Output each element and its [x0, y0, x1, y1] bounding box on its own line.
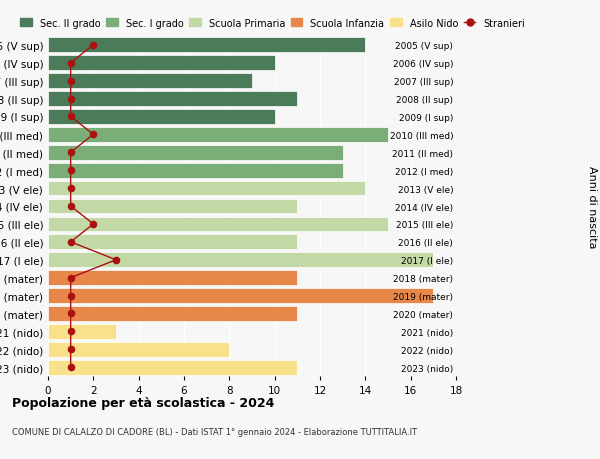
- Bar: [48, 217, 388, 232]
- Point: [66, 149, 76, 157]
- Bar: [48, 181, 365, 196]
- Point: [66, 364, 76, 371]
- Point: [66, 60, 76, 67]
- Point: [66, 346, 76, 353]
- Point: [66, 292, 76, 300]
- Bar: [48, 74, 252, 89]
- Bar: [48, 307, 298, 321]
- Point: [66, 239, 76, 246]
- Bar: [48, 342, 229, 357]
- Text: Anni di nascita: Anni di nascita: [587, 165, 597, 248]
- Point: [89, 42, 98, 49]
- Bar: [48, 253, 433, 268]
- Point: [66, 203, 76, 210]
- Bar: [48, 39, 365, 53]
- Legend: Sec. II grado, Sec. I grado, Scuola Primaria, Scuola Infanzia, Asilo Nido, Stran: Sec. II grado, Sec. I grado, Scuola Prim…: [20, 18, 525, 28]
- Point: [111, 257, 121, 264]
- Bar: [48, 128, 388, 142]
- Bar: [48, 163, 343, 178]
- Bar: [48, 235, 298, 250]
- Point: [66, 113, 76, 121]
- Point: [66, 274, 76, 282]
- Point: [66, 310, 76, 318]
- Bar: [48, 360, 298, 375]
- Bar: [48, 271, 298, 285]
- Bar: [48, 56, 275, 71]
- Bar: [48, 146, 343, 160]
- Point: [66, 185, 76, 192]
- Point: [66, 328, 76, 336]
- Point: [66, 167, 76, 174]
- Bar: [48, 289, 433, 303]
- Text: Popolazione per età scolastica - 2024: Popolazione per età scolastica - 2024: [12, 396, 274, 409]
- Bar: [48, 92, 298, 106]
- Point: [66, 95, 76, 103]
- Bar: [48, 110, 275, 124]
- Bar: [48, 199, 298, 214]
- Bar: [48, 325, 116, 339]
- Point: [66, 78, 76, 85]
- Point: [89, 221, 98, 228]
- Text: COMUNE DI CALALZO DI CADORE (BL) - Dati ISTAT 1° gennaio 2024 - Elaborazione TUT: COMUNE DI CALALZO DI CADORE (BL) - Dati …: [12, 427, 417, 436]
- Point: [89, 131, 98, 139]
